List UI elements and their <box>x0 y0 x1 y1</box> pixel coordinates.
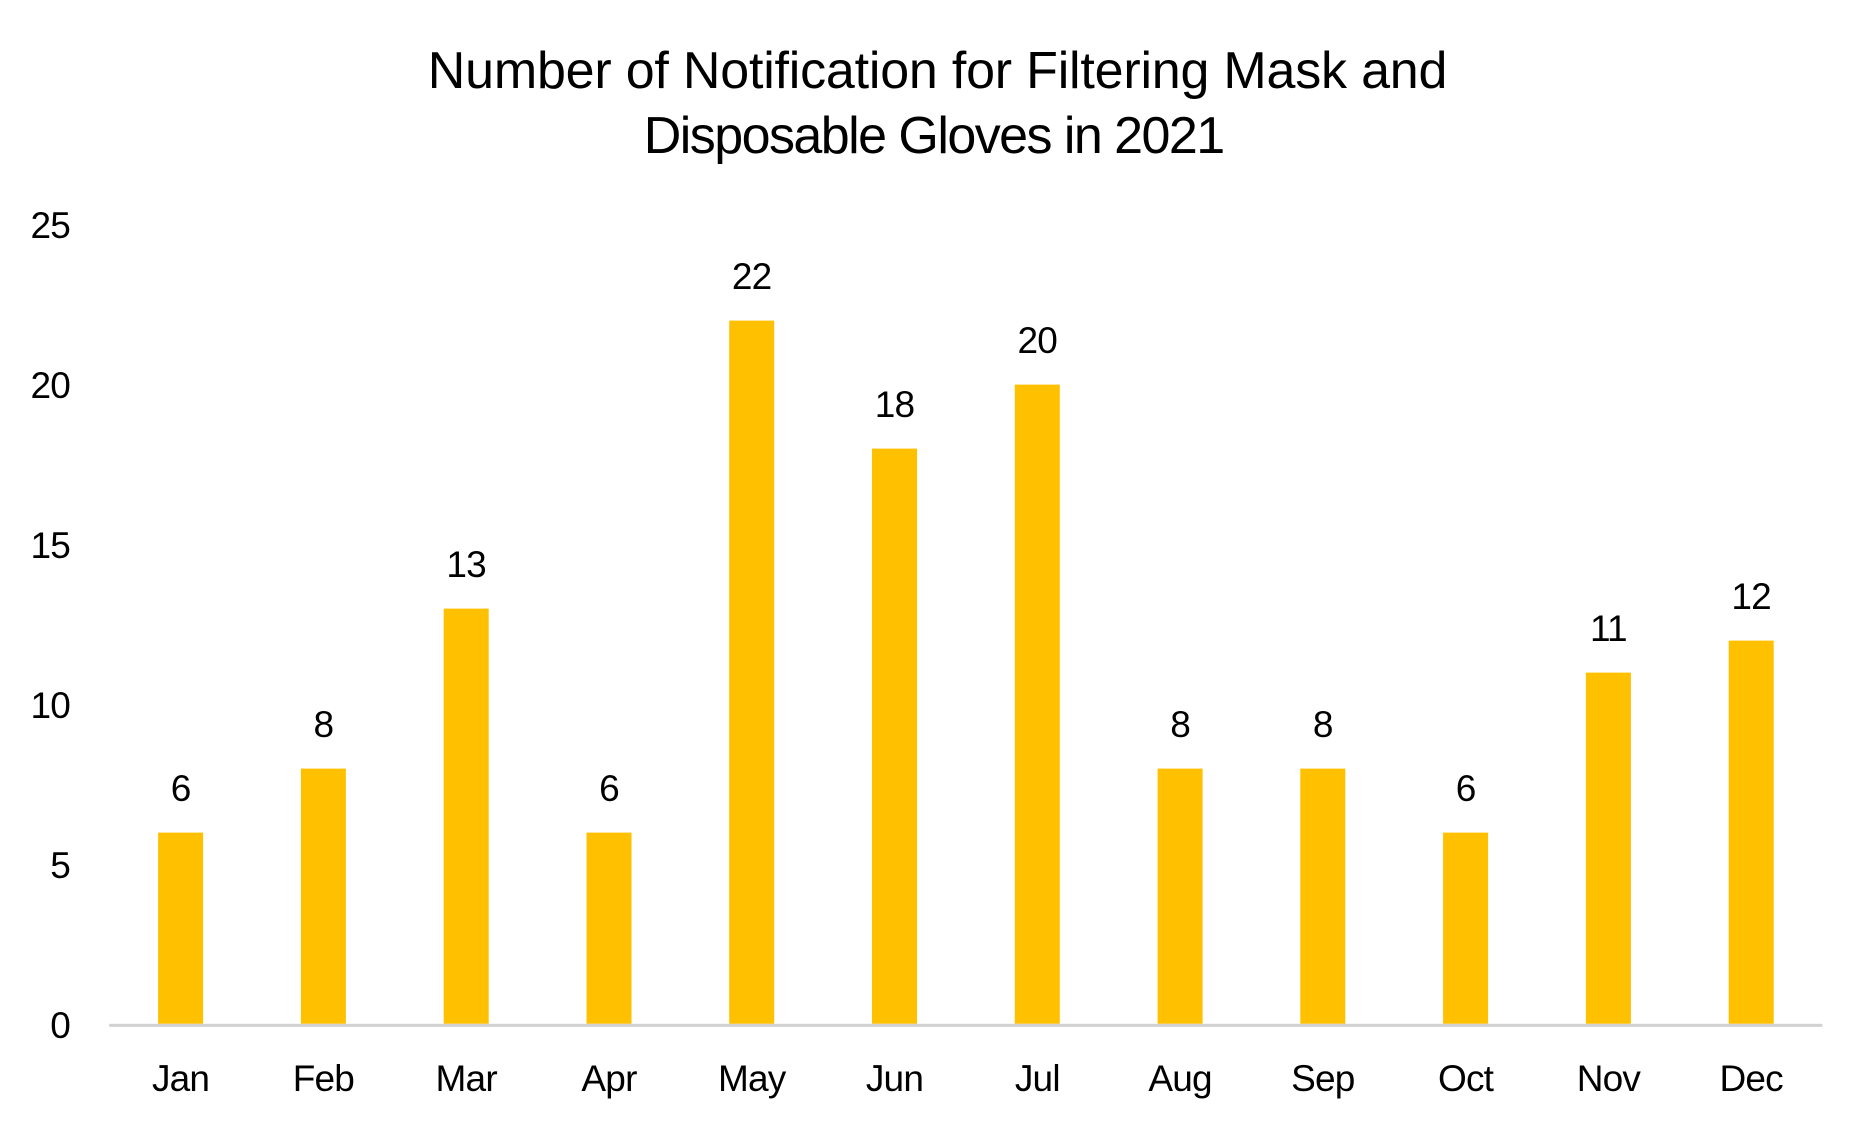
svg-text:Sep: Sep <box>1291 1058 1355 1099</box>
svg-text:Number of Notification for Fil: Number of Notification for Filtering Mas… <box>428 42 1447 100</box>
svg-text:6: 6 <box>1456 768 1476 809</box>
svg-text:11: 11 <box>1590 608 1627 649</box>
svg-text:Jan: Jan <box>152 1058 209 1099</box>
svg-text:Apr: Apr <box>581 1058 637 1099</box>
svg-text:10: 10 <box>30 685 70 726</box>
svg-text:Mar: Mar <box>436 1058 498 1099</box>
svg-text:22: 22 <box>732 256 772 297</box>
svg-text:13: 13 <box>446 544 486 585</box>
svg-text:5: 5 <box>50 845 70 886</box>
svg-text:Nov: Nov <box>1577 1058 1642 1099</box>
svg-text:May: May <box>718 1058 787 1099</box>
svg-text:12: 12 <box>1731 576 1771 617</box>
svg-text:0: 0 <box>50 1005 70 1046</box>
svg-text:8: 8 <box>314 704 334 745</box>
svg-text:20: 20 <box>30 365 70 406</box>
svg-text:18: 18 <box>875 384 915 425</box>
svg-text:20: 20 <box>1018 320 1058 361</box>
svg-text:Aug: Aug <box>1148 1058 1211 1099</box>
svg-text:Oct: Oct <box>1438 1058 1495 1099</box>
svg-text:25: 25 <box>30 205 70 246</box>
svg-text:Dec: Dec <box>1719 1058 1783 1099</box>
svg-text:15: 15 <box>30 525 70 566</box>
svg-text:6: 6 <box>171 768 191 809</box>
svg-text:6: 6 <box>599 768 619 809</box>
svg-text:8: 8 <box>1313 704 1333 745</box>
svg-text:8: 8 <box>1170 704 1190 745</box>
svg-text:Disposable Gloves in 2021: Disposable Gloves in 2021 <box>644 107 1224 165</box>
svg-text:Jul: Jul <box>1015 1058 1060 1099</box>
svg-text:Jun: Jun <box>866 1058 923 1099</box>
svg-text:Feb: Feb <box>293 1058 355 1099</box>
